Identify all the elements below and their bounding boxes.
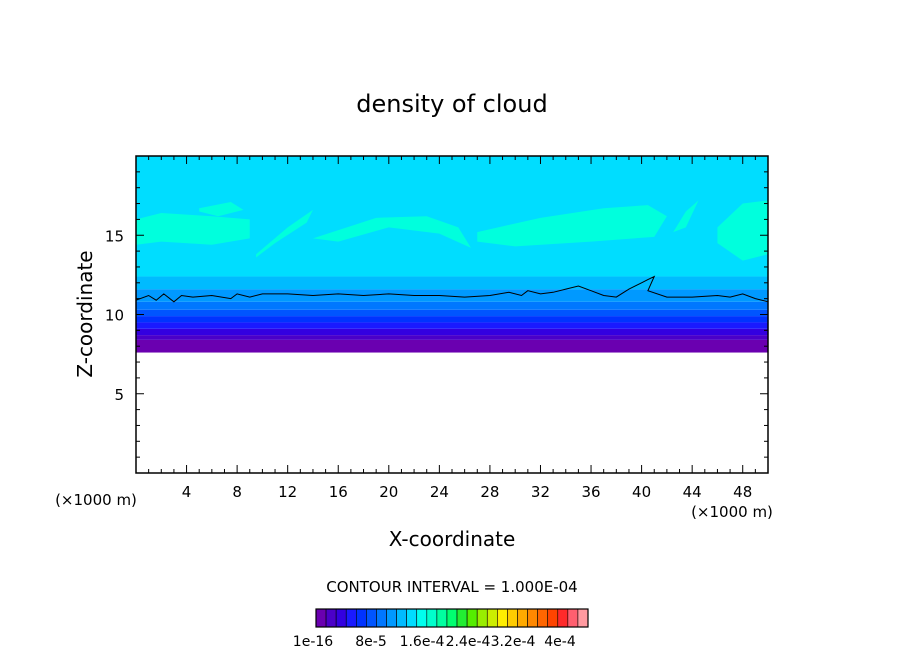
density-band-1 bbox=[136, 335, 768, 340]
colorbar-swatch bbox=[517, 608, 528, 628]
cloud-density-field bbox=[136, 156, 768, 353]
y-tick-label: 5 bbox=[114, 386, 124, 404]
x-tick-label: 20 bbox=[379, 483, 398, 501]
colorbar-swatch bbox=[406, 608, 418, 628]
x-tick-label: 44 bbox=[683, 483, 702, 501]
x-tick-label: 8 bbox=[232, 483, 242, 501]
colorbar-swatch bbox=[325, 608, 337, 628]
colorbar-swatch bbox=[456, 608, 468, 628]
colorbar-label: 1e-16 bbox=[293, 634, 333, 650]
high-density-patch-3 bbox=[312, 216, 471, 248]
colorbar-swatch bbox=[436, 608, 448, 628]
high-density-patch-2 bbox=[256, 209, 313, 258]
colorbar-swatch bbox=[527, 608, 538, 628]
density-band-2 bbox=[136, 328, 768, 336]
x-tick-label: 48 bbox=[733, 483, 752, 501]
colorbar-swatch bbox=[335, 608, 347, 628]
y-axis-label: Z-coordinate bbox=[73, 250, 97, 377]
colorbar-label: 3.2e-4 bbox=[491, 634, 536, 650]
colorbar-swatch bbox=[315, 608, 327, 628]
density-band-7 bbox=[136, 289, 768, 302]
colorbar-swatch bbox=[547, 608, 559, 628]
colorbar-swatch bbox=[476, 608, 488, 628]
density-band-0 bbox=[136, 339, 768, 353]
colorbar-swatch bbox=[466, 608, 478, 628]
colorbar-swatch bbox=[345, 608, 357, 628]
colorbar-swatch bbox=[366, 608, 377, 628]
x-unit-label: (×1000 m) bbox=[691, 503, 773, 521]
x-tick-label: 12 bbox=[278, 483, 297, 501]
x-tick-label: 24 bbox=[430, 483, 449, 501]
colorbar-label: 1.6e-4 bbox=[400, 634, 445, 650]
x-tick-label: 32 bbox=[531, 483, 550, 501]
density-band-9 bbox=[136, 156, 768, 277]
y-tick-label: 15 bbox=[105, 227, 124, 245]
high-density-patch-7 bbox=[527, 219, 592, 236]
colorbar-swatch bbox=[376, 608, 387, 628]
density-band-5 bbox=[136, 309, 768, 317]
high-density-patch-0 bbox=[136, 213, 250, 245]
density-band-3 bbox=[136, 322, 768, 329]
density-band-8 bbox=[136, 276, 768, 290]
colorbar-frame bbox=[315, 608, 589, 628]
contour-line bbox=[136, 275, 768, 303]
colorbar-swatch bbox=[416, 608, 428, 628]
x-tick-label: 40 bbox=[632, 483, 651, 501]
y-tick-label: 10 bbox=[105, 307, 124, 325]
colorbar-labels: 1e-16 8e-5 1.6e-4 2.4e-4 3.2e-4 4e-4 bbox=[293, 634, 576, 650]
contour-interval-text: CONTOUR INTERVAL = 1.000E-04 bbox=[326, 578, 577, 596]
colorbar-swatch bbox=[355, 608, 367, 628]
density-band-4 bbox=[136, 316, 768, 323]
colorbar-swatch bbox=[537, 608, 549, 628]
colorbar-swatch bbox=[497, 608, 508, 628]
colorbar-swatch bbox=[396, 608, 407, 628]
x-axis-label: X-coordinate bbox=[389, 527, 516, 551]
colorbar-label: 4e-4 bbox=[544, 634, 576, 650]
colorbar-swatch bbox=[426, 608, 438, 628]
colorbar-swatch bbox=[446, 608, 458, 628]
high-density-patch-1 bbox=[199, 201, 244, 217]
high-density-patch-5 bbox=[673, 200, 699, 233]
x-tick-label: 16 bbox=[329, 483, 348, 501]
colorbar-swatch bbox=[557, 608, 569, 628]
colorbar bbox=[315, 608, 589, 628]
colorbar-swatch bbox=[577, 608, 589, 628]
colorbar-swatch bbox=[386, 608, 397, 628]
colorbar-swatch bbox=[507, 608, 518, 628]
x-tick-label: 36 bbox=[581, 483, 600, 501]
high-density-patches bbox=[136, 200, 768, 261]
y-unit-label: (×1000 m) bbox=[55, 491, 137, 509]
colorbar-label: 2.4e-4 bbox=[446, 634, 491, 650]
colorbar-swatch bbox=[567, 608, 579, 628]
density-band-6 bbox=[136, 301, 768, 310]
colorbar-swatch bbox=[486, 608, 498, 628]
x-tick-label: 28 bbox=[480, 483, 499, 501]
x-tick-label: 4 bbox=[182, 483, 192, 501]
high-density-patch-6 bbox=[717, 200, 768, 261]
chart-title: density of cloud bbox=[356, 90, 547, 118]
colorbar-label: 8e-5 bbox=[355, 634, 386, 650]
